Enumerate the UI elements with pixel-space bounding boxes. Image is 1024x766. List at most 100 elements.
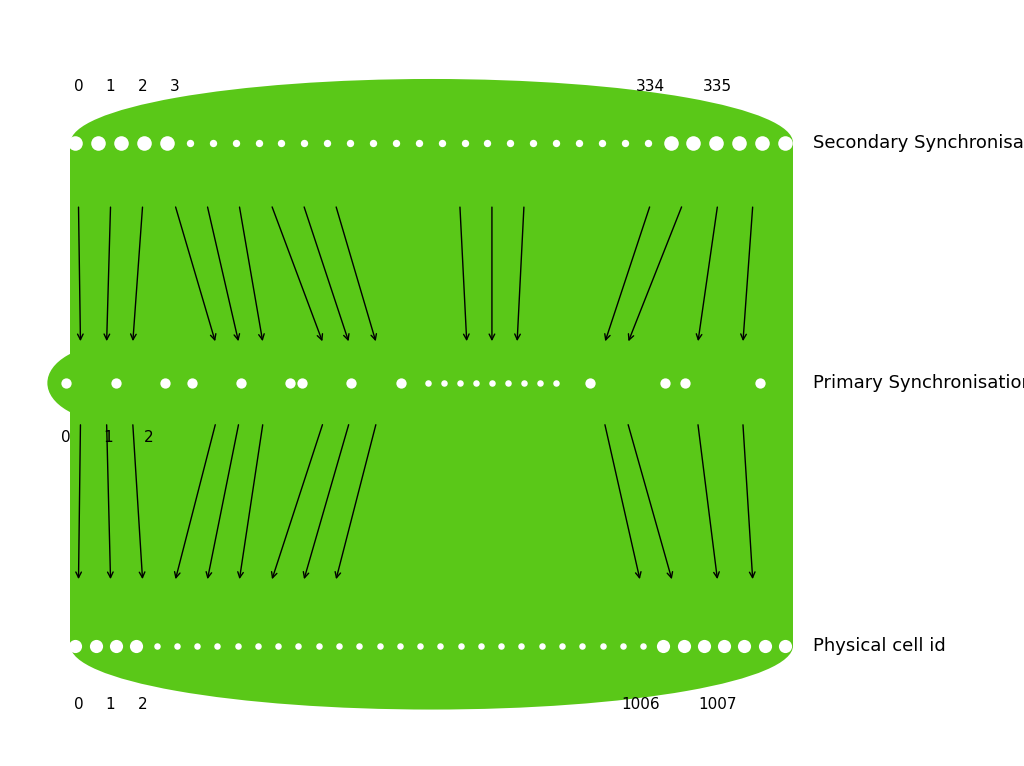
Point bbox=[736, 640, 753, 652]
Text: 334: 334 bbox=[636, 79, 665, 94]
Point bbox=[392, 377, 409, 389]
Point bbox=[655, 640, 672, 652]
Point bbox=[113, 136, 129, 149]
Point bbox=[777, 640, 794, 652]
Text: 1006: 1006 bbox=[622, 697, 659, 712]
Point bbox=[432, 640, 449, 652]
Point bbox=[531, 377, 548, 389]
Point bbox=[148, 640, 165, 652]
Point bbox=[548, 136, 564, 149]
Text: Secondary Synchronisation signal: Secondary Synchronisation signal bbox=[813, 134, 1024, 152]
Text: 1: 1 bbox=[105, 697, 116, 712]
Point bbox=[502, 136, 518, 149]
Point bbox=[457, 136, 473, 149]
Point bbox=[635, 640, 651, 652]
Point bbox=[188, 640, 205, 652]
Point bbox=[433, 136, 450, 149]
Point bbox=[391, 640, 408, 652]
Point bbox=[685, 136, 701, 149]
Point bbox=[554, 640, 570, 652]
Point bbox=[676, 640, 692, 652]
Text: 2: 2 bbox=[138, 79, 147, 94]
Text: 1007: 1007 bbox=[698, 697, 737, 712]
Point bbox=[157, 377, 173, 389]
Point bbox=[695, 640, 712, 652]
Text: 1: 1 bbox=[105, 79, 116, 94]
Point bbox=[731, 136, 748, 149]
Point bbox=[411, 136, 427, 149]
Point bbox=[273, 136, 290, 149]
Point bbox=[752, 377, 768, 389]
Ellipse shape bbox=[671, 344, 775, 422]
Point bbox=[342, 136, 358, 149]
Point bbox=[270, 640, 287, 652]
Point bbox=[616, 136, 633, 149]
Point bbox=[282, 377, 298, 389]
Point bbox=[351, 640, 368, 652]
Point bbox=[331, 640, 347, 652]
Point bbox=[209, 640, 225, 652]
Point bbox=[436, 377, 453, 389]
Point bbox=[513, 640, 529, 652]
Point bbox=[468, 377, 484, 389]
Text: Physical cell id: Physical cell id bbox=[813, 637, 946, 655]
Text: 2: 2 bbox=[138, 697, 147, 712]
Polygon shape bbox=[71, 142, 793, 646]
Point bbox=[594, 136, 610, 149]
Point bbox=[479, 136, 496, 149]
Point bbox=[709, 136, 725, 149]
Point bbox=[250, 640, 266, 652]
Point bbox=[677, 377, 693, 389]
Ellipse shape bbox=[284, 344, 420, 422]
Point bbox=[570, 136, 587, 149]
Text: 2: 2 bbox=[144, 430, 154, 444]
Point bbox=[483, 377, 500, 389]
Point bbox=[716, 640, 732, 652]
Point bbox=[159, 136, 175, 149]
Point bbox=[388, 136, 404, 149]
Point bbox=[452, 377, 468, 389]
Point bbox=[582, 377, 598, 389]
Point bbox=[136, 136, 153, 149]
Text: 1: 1 bbox=[103, 430, 114, 444]
Point bbox=[453, 640, 469, 652]
Point bbox=[251, 136, 267, 149]
Ellipse shape bbox=[403, 344, 581, 422]
Text: 335: 335 bbox=[703, 79, 732, 94]
Point bbox=[525, 136, 542, 149]
Point bbox=[420, 377, 436, 389]
Point bbox=[108, 377, 124, 389]
Point bbox=[547, 377, 563, 389]
Point bbox=[757, 640, 773, 652]
Point bbox=[229, 640, 246, 652]
Point bbox=[58, 377, 75, 389]
Point bbox=[227, 136, 244, 149]
Point bbox=[68, 136, 84, 149]
Point bbox=[87, 640, 103, 652]
Ellipse shape bbox=[71, 79, 793, 207]
Text: 3: 3 bbox=[170, 79, 179, 94]
Point bbox=[777, 136, 794, 149]
Point bbox=[614, 640, 631, 652]
Point bbox=[205, 136, 221, 149]
Point bbox=[169, 640, 185, 652]
Point bbox=[534, 640, 550, 652]
Point bbox=[68, 640, 84, 652]
Text: 0: 0 bbox=[74, 697, 83, 712]
Point bbox=[296, 136, 312, 149]
Point bbox=[90, 136, 106, 149]
Point bbox=[294, 377, 310, 389]
Ellipse shape bbox=[575, 344, 680, 422]
Point bbox=[412, 640, 428, 652]
Point bbox=[128, 640, 144, 652]
Point bbox=[663, 136, 679, 149]
Point bbox=[594, 640, 610, 652]
Point bbox=[183, 377, 200, 389]
Point bbox=[310, 640, 327, 652]
Point bbox=[500, 377, 516, 389]
Ellipse shape bbox=[173, 344, 309, 422]
Point bbox=[290, 640, 306, 652]
Point bbox=[343, 377, 359, 389]
Text: 0: 0 bbox=[74, 79, 83, 94]
Point bbox=[232, 377, 249, 389]
